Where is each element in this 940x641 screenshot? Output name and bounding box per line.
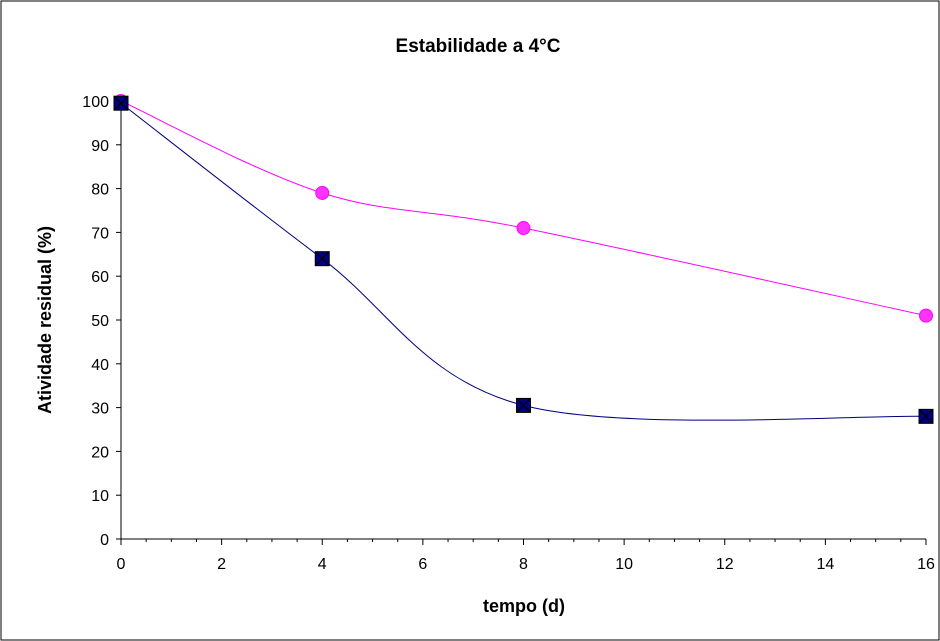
series-line-2 (120, 102, 927, 421)
y-tick-label: 80 (91, 182, 109, 199)
x-tick-label: 10 (615, 556, 633, 573)
y-tick-label: 20 (91, 444, 109, 461)
x-tick-label: 2 (217, 556, 226, 573)
y-tick-label: 100 (82, 94, 109, 111)
y-tick-label: 70 (91, 225, 109, 242)
chart-title: Estabilidade a 4°C (396, 36, 561, 57)
x-tick-label: 8 (519, 556, 528, 573)
x-tick-label: 6 (418, 556, 427, 573)
y-axis-title: Atividade residual (%) (35, 226, 55, 414)
y-tick-label: 10 (91, 488, 109, 505)
data-point-square (516, 397, 531, 413)
plot-area: 0 10 20 30 40 50 60 70 80 90 100 0 2 4 6 8 10 12 14 16 (82, 94, 935, 573)
x-tick-label: 12 (716, 556, 734, 573)
y-tick-label: 30 (91, 401, 109, 418)
y-tick-label: 60 (91, 269, 109, 286)
x-tick-label: 0 (117, 556, 126, 573)
data-point-circle (919, 308, 933, 323)
x-axis-title: tempo (d) (483, 596, 565, 616)
data-point-circle (315, 185, 330, 200)
y-tick-label: 0 (100, 532, 109, 549)
y-tick-label: 40 (91, 357, 109, 374)
data-point-square (314, 251, 330, 267)
series-line-1 (120, 100, 927, 317)
x-tick-label: 14 (816, 556, 834, 573)
data-point-square (918, 408, 934, 424)
data-point-square (113, 95, 129, 111)
y-tick-label: 50 (91, 313, 109, 330)
data-point-circle (516, 221, 531, 236)
x-tick-label: 4 (318, 556, 327, 573)
x-tick-label: 16 (917, 556, 935, 573)
y-tick-label: 90 (91, 138, 109, 155)
